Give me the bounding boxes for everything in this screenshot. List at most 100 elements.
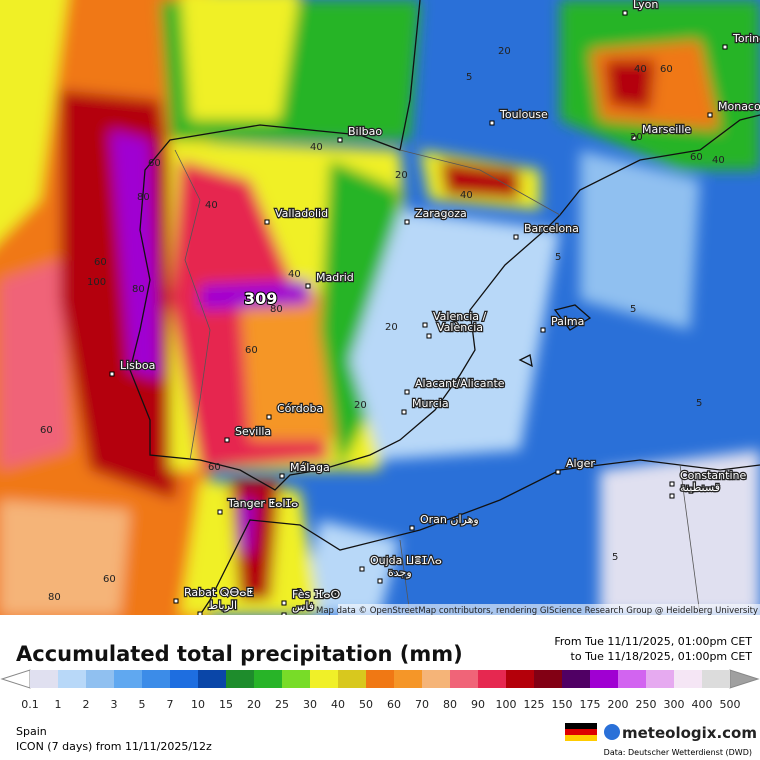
- legend-label: 7: [167, 698, 174, 711]
- city-marker: [264, 219, 270, 225]
- period-to: to Tue 11/18/2025, 01:00pm CET: [571, 650, 753, 663]
- map: Lyon Torino Monaco Marseille Toulouse Bilbao Z…: [0, 0, 760, 616]
- city-marker: [109, 371, 115, 377]
- city-label: Alacant/Alicante: [415, 377, 505, 390]
- city-marker: [409, 525, 415, 531]
- legend-label: 20: [247, 698, 261, 711]
- contour-label: 60: [148, 158, 161, 169]
- city-marker: [422, 322, 428, 328]
- city-label: Murcia: [412, 397, 449, 410]
- legend-swatch: [674, 670, 702, 688]
- legend-label: 250: [636, 698, 657, 711]
- city-marker: [513, 234, 519, 240]
- legend-label: 0.1: [21, 698, 39, 711]
- contour-label: 5: [612, 552, 618, 563]
- legend-swatch: [254, 670, 282, 688]
- legend-label: 30: [303, 698, 317, 711]
- city-marker: [197, 611, 203, 615]
- city-label: Tanger ⵟⴰⵏⵊⴰ: [227, 497, 298, 510]
- legend-swatch: [618, 670, 646, 688]
- city-marker: [279, 473, 285, 479]
- legend-swatch: [590, 670, 618, 688]
- legend-label: 300: [664, 698, 685, 711]
- legend-label: 80: [443, 698, 457, 711]
- city-label: Rabat ⵕⴱⴰⵟ: [184, 586, 253, 599]
- legend-swatch: [310, 670, 338, 688]
- city-label: Fès ⴼⴰⵙ: [292, 588, 340, 601]
- city-label: Torino: [732, 32, 760, 45]
- city-marker: [359, 566, 365, 572]
- city-label: Lisboa: [120, 359, 155, 372]
- legend-swatch: [282, 670, 310, 688]
- contour-label: 80: [270, 304, 283, 315]
- legend-swatch: [422, 670, 450, 688]
- city-marker: [426, 333, 432, 339]
- legend-swatch: [86, 670, 114, 688]
- city-label: Barcelona: [524, 222, 579, 235]
- source: Data: Deutscher Wetterdienst (DWD): [604, 748, 752, 757]
- contour-label: 40: [634, 64, 647, 75]
- legend-swatch: [450, 670, 478, 688]
- legend-swatch: [338, 670, 366, 688]
- period-from: From Tue 11/11/2025, 01:00pm CET: [554, 635, 752, 648]
- contour-label: 20: [354, 400, 367, 411]
- region: Spain: [16, 725, 47, 738]
- contour-label: 60: [245, 345, 258, 356]
- city-label: Valladolid: [275, 207, 328, 220]
- city-label: الرباط: [208, 599, 237, 612]
- city-label: Constantine: [680, 469, 746, 482]
- city-label: Oran وهران: [420, 513, 479, 526]
- city-marker: [404, 219, 410, 225]
- contour-label: 20: [385, 322, 398, 333]
- city-label: Málaga: [290, 461, 330, 474]
- city-marker: [281, 612, 287, 615]
- contour-label: 5: [555, 252, 561, 263]
- city-marker: [631, 135, 637, 141]
- legend-label: 40: [331, 698, 345, 711]
- legend-label: 150: [552, 698, 573, 711]
- legend-label: 70: [415, 698, 429, 711]
- contour-label: 40: [205, 200, 218, 211]
- contour-label: 40: [712, 155, 725, 166]
- contour-label: 20: [630, 132, 643, 143]
- title: Accumulated total precipitation (mm): [16, 642, 463, 666]
- legend-swatch: [506, 670, 534, 688]
- legend-label: 90: [471, 698, 485, 711]
- city-label: Lyon: [633, 0, 658, 11]
- city-label: Sevilla: [235, 425, 271, 438]
- contour-label: 80: [137, 192, 150, 203]
- city-marker: [669, 493, 675, 499]
- legend-swatch: [534, 670, 562, 688]
- contour-label: 60: [660, 64, 673, 75]
- city-marker: [622, 10, 628, 16]
- model: ICON (7 days) from 11/11/2025/12z: [16, 740, 212, 753]
- contour-label: 60: [94, 257, 107, 268]
- city-marker: [173, 598, 179, 604]
- contour-label: 80: [48, 592, 61, 603]
- legend-label: 60: [387, 698, 401, 711]
- city-marker: [707, 112, 713, 118]
- contour-label: 20: [395, 170, 408, 181]
- legend-label: 50: [359, 698, 373, 711]
- legend-swatch: [562, 670, 590, 688]
- legend-swatch: [114, 670, 142, 688]
- contour-label: 80: [132, 284, 145, 295]
- legend-swatch: [702, 670, 730, 688]
- city-label: València: [437, 321, 483, 334]
- attribution: Map data © OpenStreetMap contributors, r…: [316, 606, 758, 616]
- city-label: وجدة: [388, 566, 412, 579]
- legend-label: 125: [524, 698, 545, 711]
- city-marker: [404, 389, 410, 395]
- contour-label: 60: [103, 574, 116, 585]
- city-label: Marseille: [642, 123, 691, 136]
- city-label: Oujda ⵡⴻⵊⴷⴰ: [370, 554, 442, 567]
- legend-swatch: [142, 670, 170, 688]
- city-marker: [224, 437, 230, 443]
- city-label: Bilbao: [348, 125, 382, 138]
- city-marker: [401, 409, 407, 415]
- coastlines: [129, 0, 760, 615]
- legend-label: 1: [55, 698, 62, 711]
- contour-label: 60: [690, 152, 703, 163]
- city-marker: [540, 327, 546, 333]
- legend: 0.1 1 2 3 5 7 10 15 20 25 30 40 50 60 70 80 90 100 125 150 1…: [0, 669, 760, 711]
